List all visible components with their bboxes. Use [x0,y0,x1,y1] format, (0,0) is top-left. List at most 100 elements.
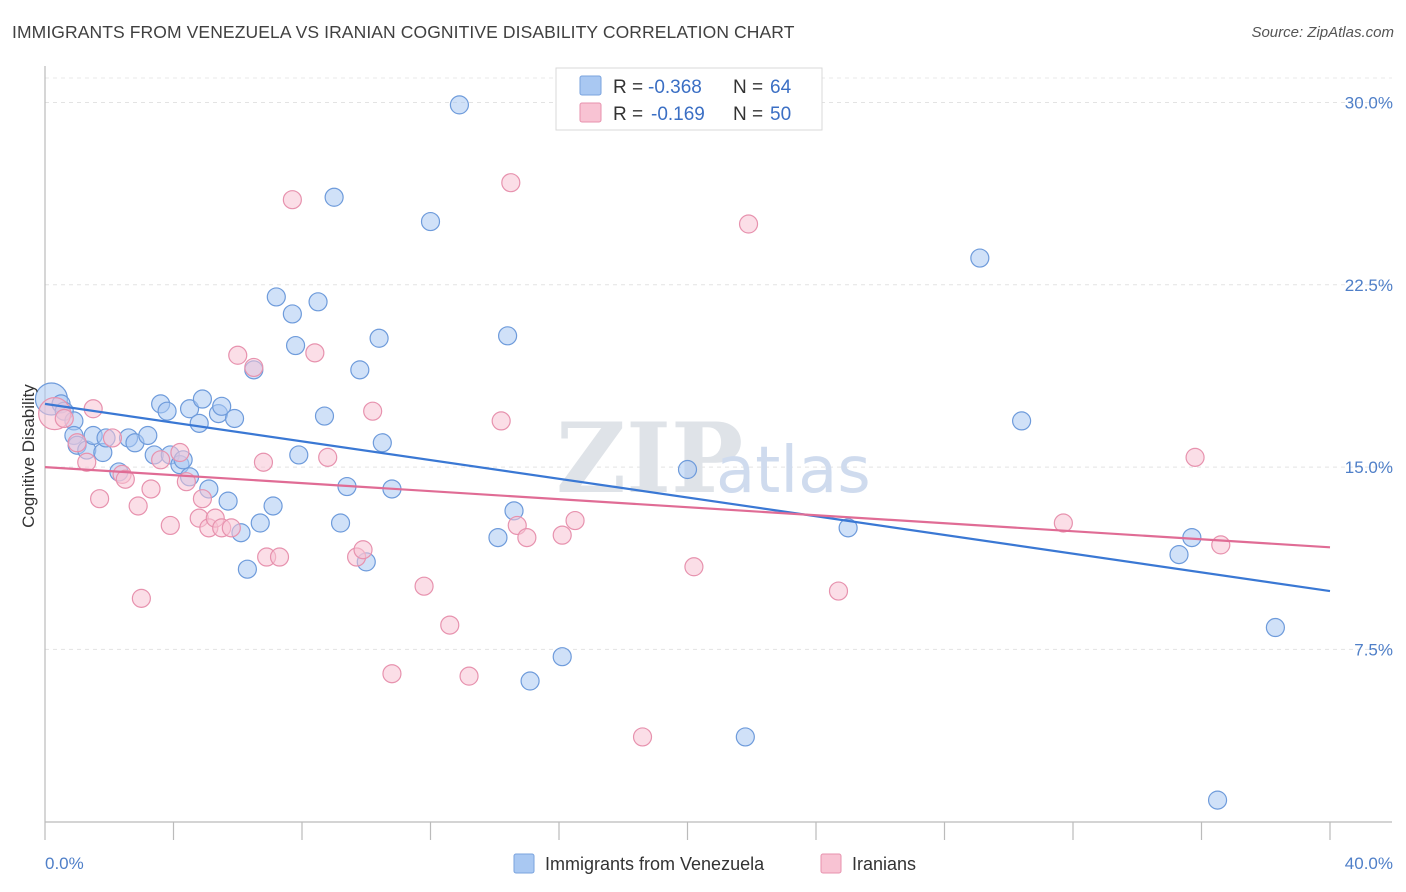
point-series-1-11 [141,479,161,499]
point-series-0-27 [218,491,238,511]
legend-swatch-venezuela [579,75,602,96]
bottom-legend-iranians: Iranians [852,854,916,874]
point-series-1-27 [282,190,302,210]
point-series-1-47 [1053,513,1073,533]
watermark-zip: ZIP [556,402,743,515]
y-axis-label: Cognitive Disability [19,384,38,528]
point-series-1-46 [828,581,849,601]
point-series-1-33 [382,664,402,684]
tick-labels: 7.5% 15.0% 22.5% 30.0% 0.0% 40.0% [45,93,1393,873]
point-series-0-23 [192,389,213,409]
y-tick-label-1: 15.0% [1345,458,1393,477]
point-series-0-62 [1207,790,1228,810]
y-tick-label-2: 22.5% [1345,276,1393,295]
point-series-1-2 [67,433,87,453]
point-series-0-50 [488,527,508,548]
point-series-0-58 [970,248,990,268]
point-series-1-24 [253,452,274,472]
legend-swatch-iranians [579,102,602,123]
legend-r-label: R = [613,77,643,98]
point-series-1-14 [170,442,190,463]
point-series-0-40 [324,187,344,207]
point-series-1-38 [501,173,521,193]
point-series-1-13 [160,515,180,536]
point-series-0-32 [250,513,270,533]
point-series-1-45 [738,214,759,234]
point-series-1-6 [102,428,123,448]
point-series-1-41 [552,525,572,545]
legend-r-venezuela: -0.368 [648,77,702,98]
point-series-0-34 [266,287,286,307]
point-series-0-28 [224,408,245,429]
point-series-1-48 [1185,447,1205,467]
point-series-0-48 [420,211,441,232]
y-tick-label-0: 7.5% [1354,640,1393,659]
point-series-0-59 [1169,545,1189,565]
point-series-1-32 [363,401,383,421]
legend-r-label: R = [613,104,643,125]
legend-r-iranians: -0.169 [651,104,705,125]
point-series-0-49 [449,95,470,115]
point-series-0-54 [552,647,572,667]
source-credit: Source: ZipAtlas.com [1251,24,1394,41]
point-series-1-17 [192,489,213,509]
point-series-1-43 [632,727,653,747]
trend-line-series-1 [44,465,1331,549]
correlation-legend: R = -0.368 N = 64 R = -0.169 N = 50 [555,67,823,131]
legend-n-label: N = [733,104,763,125]
point-series-1-29 [318,447,338,467]
legend-n-iranians: 50 [770,104,791,125]
point-series-1-3 [77,452,97,472]
point-series-0-26 [212,396,232,416]
point-series-0-38 [308,292,328,312]
legend-n-venezuela: 64 [770,77,792,98]
point-series-0-39 [314,406,335,426]
y-tick-label-3: 30.0% [1345,93,1393,112]
bottom-legend-swatch-iranians [820,853,842,874]
point-series-0-61 [1265,617,1285,638]
point-series-0-57 [838,518,858,538]
point-series-1-12 [151,450,171,470]
series-legend: Immigrants from Venezuela Iranians [513,853,916,874]
point-series-0-46 [372,433,392,453]
point-series-1-35 [440,615,460,635]
point-series-1-44 [684,557,704,577]
point-series-1-8 [115,469,135,489]
point-series-0-16 [157,401,177,421]
point-series-1-9 [128,496,148,516]
point-series-1-1 [54,408,74,429]
watermark: ZIP atlas [556,402,871,515]
watermark-atlas: atlas [716,434,871,508]
series-1-points [38,173,1231,747]
point-series-1-26 [269,547,290,567]
point-series-0-56 [735,727,755,747]
point-series-0-35 [282,304,302,324]
point-series-1-23 [244,357,264,378]
point-series-0-33 [263,496,283,516]
point-series-1-28 [305,343,325,363]
point-series-1-36 [459,666,479,686]
point-series-0-63 [1011,411,1032,431]
point-series-1-21 [221,518,241,538]
point-series-1-22 [228,345,248,365]
point-series-1-34 [414,576,434,596]
point-series-1-40 [517,527,537,548]
trend-lines [44,402,1331,593]
x-tick-label-1: 40.0% [1345,854,1393,873]
point-series-0-36 [285,335,306,356]
legend-n-label: N = [733,77,763,98]
point-series-1-10 [131,588,151,608]
bottom-legend-swatch-venezuela [513,853,535,874]
point-series-1-5 [90,489,110,509]
point-series-1-37 [491,411,511,431]
point-series-0-22 [189,413,209,433]
point-series-1-31 [353,540,373,560]
point-series-1-49 [1211,535,1231,555]
x-tick-label-0: 0.0% [45,854,84,873]
point-series-0-21 [179,399,200,419]
point-series-1-4 [83,399,103,419]
point-series-0-45 [369,328,389,348]
chart-title: IMMIGRANTS FROM VENEZUELA VS IRANIAN COG… [12,22,795,42]
point-series-0-30 [237,559,257,579]
